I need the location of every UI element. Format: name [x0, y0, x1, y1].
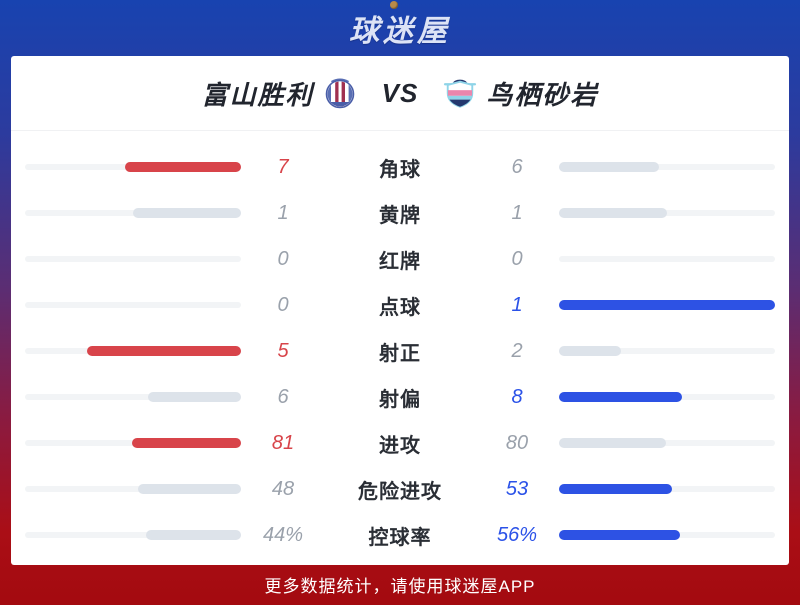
stat-row-7: 48 危险进攻 53 [11, 466, 789, 512]
away-stat-value: 8 [511, 385, 523, 408]
stat-row-5: 6 射偏 8 [11, 374, 789, 420]
away-stat-value: 0 [511, 247, 523, 270]
stat-row-8: 44% 控球率 56% [11, 512, 789, 558]
app-logo-text: 球迷屋 [349, 15, 451, 48]
home-stat-bar-fill [145, 530, 241, 540]
home-stat-bar-fill [138, 484, 241, 494]
home-stat-bar [25, 162, 241, 172]
home-stat-bar-fill [133, 208, 241, 218]
home-stat-bar-fill [124, 162, 241, 172]
home-stat-bar-fill [86, 346, 241, 356]
stat-label: 射偏 [379, 388, 421, 411]
stat-row-0: 7 角球 6 [11, 144, 789, 190]
away-stat-bar-fill [559, 300, 775, 310]
home-team-name: 富山胜利 [201, 79, 314, 110]
stats-rows: 7 角球 6 1 黄牌 1 0 红牌 0 0 点球 1 5 射正 2 6 射偏 … [11, 131, 789, 558]
home-stat-value: 44% [262, 523, 304, 546]
home-stat-bar [25, 256, 241, 262]
home-stat-value: 48 [271, 477, 295, 500]
away-stat-bar [559, 346, 775, 356]
home-stat-value: 6 [277, 385, 289, 408]
away-stat-value: 1 [511, 201, 523, 224]
stat-label: 点球 [379, 296, 421, 319]
stat-label: 黄牌 [379, 204, 421, 227]
away-stat-bar [559, 530, 775, 540]
home-stat-bar [25, 392, 241, 402]
stat-label: 控球率 [368, 526, 432, 549]
away-stat-bar-fill [559, 162, 659, 172]
home-stat-value: 1 [277, 201, 289, 224]
away-stat-value: 2 [511, 339, 523, 362]
away-team-name: 鸟栖砂岩 [486, 79, 599, 110]
stat-row-4: 5 射正 2 [11, 328, 789, 374]
away-stat-value: 1 [511, 293, 523, 316]
home-stat-bar-fill [132, 438, 241, 448]
vs-label: VS [381, 77, 419, 108]
away-stat-bar [559, 484, 775, 494]
away-stat-bar-fill [559, 484, 673, 494]
football-dot-icon [390, 1, 398, 9]
away-stat-bar [559, 300, 775, 310]
stat-label: 红牌 [379, 250, 421, 273]
home-stat-bar [25, 438, 241, 448]
stat-row-3: 0 点球 1 [11, 282, 789, 328]
footer-promo-text: 更多数据统计，请使用球迷屋APP [264, 577, 536, 596]
stat-label: 射正 [379, 342, 421, 365]
away-stat-bar-fill [559, 392, 683, 402]
home-stat-bar [25, 530, 241, 540]
away-stat-value: 56% [496, 523, 538, 546]
away-stat-value: 53 [505, 477, 529, 500]
away-stat-bar [559, 208, 775, 218]
away-stat-bar-fill [559, 530, 680, 540]
home-stat-value: 5 [277, 339, 289, 362]
away-stat-bar-fill [559, 438, 667, 448]
away-stat-value: 6 [511, 155, 523, 178]
stat-label: 角球 [379, 158, 421, 181]
away-stat-bar-fill [559, 346, 621, 356]
away-stat-bar [559, 392, 775, 402]
home-stat-value: 0 [277, 247, 289, 270]
away-stat-bar-fill [559, 208, 667, 218]
away-stat-value: 80 [505, 431, 529, 454]
home-stat-bar-fill [148, 392, 241, 402]
home-stat-value: 81 [271, 431, 295, 454]
match-stats-card: 富山胜利 VS [11, 56, 789, 565]
home-stat-bar [25, 484, 241, 494]
home-team-badge-icon [323, 75, 357, 111]
home-stat-value: 0 [277, 293, 289, 316]
home-stat-bar [25, 346, 241, 356]
away-stat-bar [559, 438, 775, 448]
app-header: 球迷屋 [0, 0, 800, 56]
home-stat-bar [25, 208, 241, 218]
stat-row-2: 0 红牌 0 [11, 236, 789, 282]
stat-label: 危险进攻 [358, 480, 442, 503]
match-header: 富山胜利 VS [11, 56, 789, 131]
home-stat-bar [25, 302, 241, 308]
away-stat-bar [559, 162, 775, 172]
home-stat-value: 7 [277, 155, 289, 178]
away-team-badge-icon [443, 75, 477, 111]
stat-label: 进攻 [379, 434, 421, 457]
stat-row-6: 81 进攻 80 [11, 420, 789, 466]
app-logo: 球迷屋 [349, 1, 451, 50]
stat-row-1: 1 黄牌 1 [11, 190, 789, 236]
away-stat-bar [559, 256, 775, 262]
